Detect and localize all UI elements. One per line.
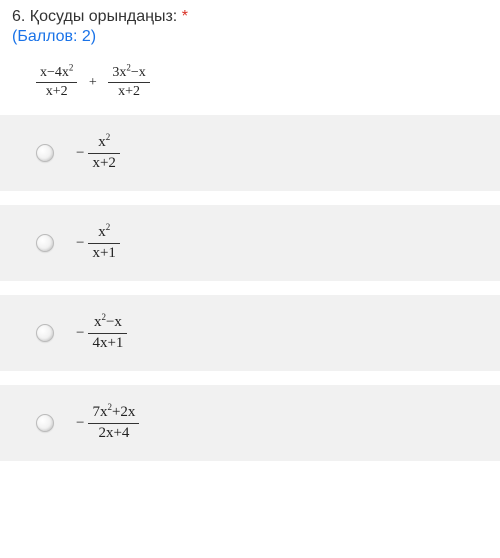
neg-sign: − [76,235,84,252]
neg-sign: − [76,325,84,342]
option-den: x+2 [88,154,119,174]
required-mark: * [182,8,188,25]
option-fraction: x2−x 4x+1 [88,313,127,353]
question-number: 6. [12,8,25,25]
option-row[interactable]: − x2−x 4x+1 [0,295,500,371]
option-den: 4x+1 [88,334,127,354]
option-math: − x2 x+1 [76,223,120,263]
question-header: 6. Қосуды орындаңыз: * [0,0,500,28]
question-points: (Баллов: 2) [0,28,500,56]
option-den: x+1 [88,244,119,264]
option-num: x2 [88,133,119,154]
fraction-2-num: 3x2−x [108,64,149,83]
option-num: x2 [88,223,119,244]
operator-plus: + [81,75,105,91]
neg-sign: − [76,415,84,432]
option-row[interactable]: − x2 x+1 [0,205,500,281]
option-num: x2−x [88,313,127,334]
fraction-1: x−4x2 x+2 [36,64,77,101]
option-row[interactable]: − 7x2+2x 2x+4 [0,385,500,461]
question-expression: x−4x2 x+2 + 3x2−x x+2 [0,56,500,115]
radio-icon[interactable] [36,414,54,432]
radio-icon[interactable] [36,144,54,162]
option-row[interactable]: − x2 x+2 [0,115,500,191]
option-den: 2x+4 [88,424,139,444]
option-math: − x2−x 4x+1 [76,313,127,353]
fraction-2-den: x+2 [108,83,149,101]
radio-icon[interactable] [36,324,54,342]
fraction-2: 3x2−x x+2 [108,64,149,101]
option-fraction: x2 x+2 [88,133,119,173]
neg-sign: − [76,145,84,162]
options-list: − x2 x+2 − x2 x+1 − x2−x 4x+1 [0,115,500,461]
question-text: Қосуды орындаңыз: [30,8,177,25]
option-math: − 7x2+2x 2x+4 [76,403,139,443]
option-fraction: x2 x+1 [88,223,119,263]
radio-icon[interactable] [36,234,54,252]
option-math: − x2 x+2 [76,133,120,173]
fraction-1-num: x−4x2 [36,64,77,83]
question-title: 6. Қосуды орындаңыз: * [12,8,188,25]
option-fraction: 7x2+2x 2x+4 [88,403,139,443]
option-num: 7x2+2x [88,403,139,424]
fraction-1-den: x+2 [36,83,77,101]
